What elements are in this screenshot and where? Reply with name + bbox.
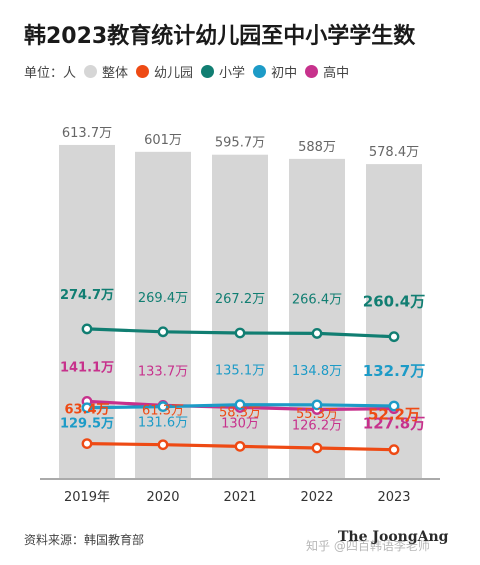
legend-swatch-middle xyxy=(253,64,267,78)
total-value-label: 595.7万 xyxy=(215,136,265,151)
legend-item-middle: 初中 xyxy=(253,62,297,81)
legend-label-high: 高中 xyxy=(323,65,350,81)
unit-label: 单位：人 xyxy=(24,65,77,81)
legend-item-total: 整体 xyxy=(84,62,128,81)
label-high: 133.7万 xyxy=(138,364,188,379)
legend-label-elementary: 小学 xyxy=(219,65,246,81)
label-high: 130万 xyxy=(221,416,259,431)
bar-total-2020 xyxy=(135,151,191,479)
point-kindergarten xyxy=(157,439,169,451)
label-elementary: 274.7万 xyxy=(60,288,114,303)
total-value-label: 601万 xyxy=(144,133,182,148)
x-tick-label: 2021 xyxy=(223,490,256,505)
point-kindergarten xyxy=(234,440,246,452)
point-elementary xyxy=(311,328,323,339)
x-tick-label: 2020 xyxy=(146,490,179,505)
label-elementary: 269.4万 xyxy=(138,291,188,306)
point-middle xyxy=(81,402,93,414)
label-high: 127.8万 xyxy=(363,415,425,433)
legend-swatch-total xyxy=(84,64,98,78)
bar-total-2021 xyxy=(212,154,268,478)
label-middle: 129.5万 xyxy=(60,417,114,432)
point-elementary xyxy=(234,327,246,339)
x-tick-label: 2022 xyxy=(300,490,333,505)
label-middle: 135.1万 xyxy=(215,364,265,379)
legend-swatch-elementary xyxy=(201,64,215,78)
bar-total-2019年 xyxy=(59,144,115,478)
bar-total-2022 xyxy=(289,158,345,478)
label-kindergarten: 55.3万 xyxy=(296,407,338,422)
label-elementary: 267.2万 xyxy=(215,292,265,307)
watermark: 知乎 @四百韩语李老师 xyxy=(306,539,430,553)
source-note: 资料来源：韩国教育部 xyxy=(24,533,145,547)
point-middle xyxy=(234,399,246,411)
point-elementary xyxy=(388,331,400,343)
label-middle: 131.6万 xyxy=(138,416,188,431)
label-elementary: 266.4万 xyxy=(292,292,342,307)
point-kindergarten xyxy=(311,442,323,454)
legend-label-kindergarten: 幼儿园 xyxy=(154,65,194,81)
legend-swatch-kindergarten xyxy=(136,64,150,78)
point-kindergarten xyxy=(81,438,93,449)
label-kindergarten: 58.3万 xyxy=(219,405,261,420)
chart-title: 韩2023教育统计幼儿园至中小学学生数 xyxy=(24,24,416,49)
label-high: 141.1万 xyxy=(60,360,114,375)
label-kindergarten: 61.3万 xyxy=(142,404,184,419)
legend-item-kindergarten: 幼儿园 xyxy=(136,62,193,81)
label-kindergarten: 63.4万 xyxy=(64,403,109,418)
point-elementary xyxy=(157,326,169,338)
x-tick-label: 2023 xyxy=(377,490,410,505)
legend-item-high: 高中 xyxy=(305,62,349,81)
total-value-label: 613.7万 xyxy=(62,126,112,141)
label-elementary: 260.4万 xyxy=(363,293,425,311)
legend-item-elementary: 小学 xyxy=(201,62,245,81)
point-middle xyxy=(388,400,400,412)
x-tick-label: 2019年 xyxy=(64,490,110,505)
label-high: 126.2万 xyxy=(292,419,342,434)
point-middle xyxy=(311,399,323,411)
label-middle: 134.8万 xyxy=(292,364,342,379)
total-value-label: 578.4万 xyxy=(369,145,419,160)
bar-total-2023 xyxy=(366,164,422,478)
legend: 单位：人 整体 幼儿园 小学 初中 高中 xyxy=(24,61,357,81)
point-elementary xyxy=(81,323,93,335)
point-middle xyxy=(157,401,169,412)
label-kindergarten: 52.2万 xyxy=(368,406,420,424)
legend-label-total: 整体 xyxy=(102,65,129,81)
total-value-label: 588万 xyxy=(298,140,336,155)
legend-label-middle: 初中 xyxy=(271,65,298,81)
legend-swatch-high xyxy=(305,64,319,78)
point-kindergarten xyxy=(388,444,400,456)
label-middle: 132.7万 xyxy=(363,362,425,380)
brand-logo: The JoongAng xyxy=(338,529,449,545)
